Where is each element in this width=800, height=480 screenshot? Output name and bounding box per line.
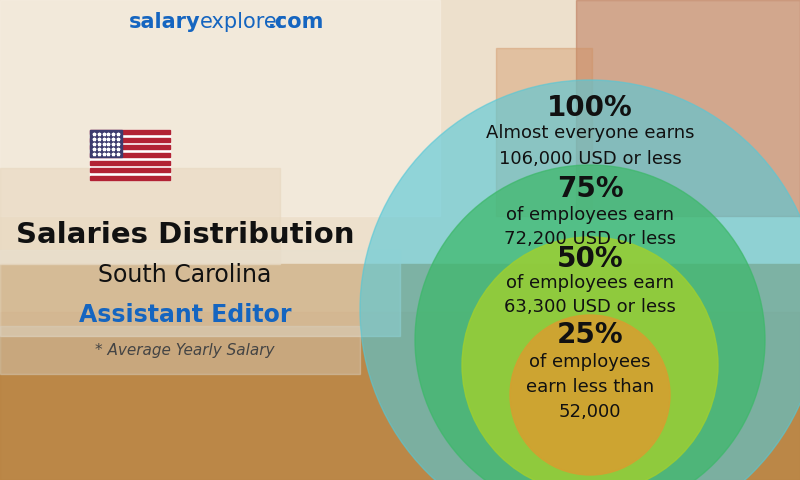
Bar — [576, 0, 800, 216]
Text: Almost everyone earns
106,000 USD or less: Almost everyone earns 106,000 USD or les… — [486, 124, 694, 168]
Text: of employees
earn less than
52,000: of employees earn less than 52,000 — [526, 353, 654, 421]
Bar — [90, 168, 170, 172]
Bar — [0, 250, 400, 336]
Bar — [0, 312, 800, 480]
Text: 100%: 100% — [547, 94, 633, 122]
Bar — [90, 176, 170, 180]
Text: .com: .com — [268, 12, 324, 32]
Bar — [90, 161, 170, 165]
Circle shape — [415, 165, 765, 480]
Bar — [90, 130, 170, 134]
Circle shape — [510, 315, 670, 475]
Text: explorer: explorer — [200, 12, 286, 32]
Bar — [0, 326, 360, 374]
Text: of employees earn
63,300 USD or less: of employees earn 63,300 USD or less — [504, 274, 676, 316]
Text: * Average Yearly Salary: * Average Yearly Salary — [95, 343, 274, 358]
Bar — [496, 48, 592, 216]
Bar — [90, 145, 170, 149]
Text: Assistant Editor: Assistant Editor — [78, 303, 291, 327]
Bar — [0, 0, 800, 264]
Text: 25%: 25% — [557, 321, 623, 349]
Text: salary: salary — [128, 12, 200, 32]
Circle shape — [360, 80, 800, 480]
Text: 75%: 75% — [557, 175, 623, 203]
Text: Salaries Distribution: Salaries Distribution — [16, 221, 354, 249]
Bar — [0, 168, 280, 264]
Bar — [90, 130, 122, 157]
Bar — [0, 0, 440, 216]
Bar — [90, 153, 170, 157]
Text: 50%: 50% — [557, 245, 623, 273]
Circle shape — [462, 237, 718, 480]
Bar — [90, 130, 170, 180]
Text: of employees earn
72,200 USD or less: of employees earn 72,200 USD or less — [504, 205, 676, 249]
Bar — [90, 138, 170, 142]
Text: South Carolina: South Carolina — [98, 263, 272, 287]
Bar — [0, 264, 800, 480]
